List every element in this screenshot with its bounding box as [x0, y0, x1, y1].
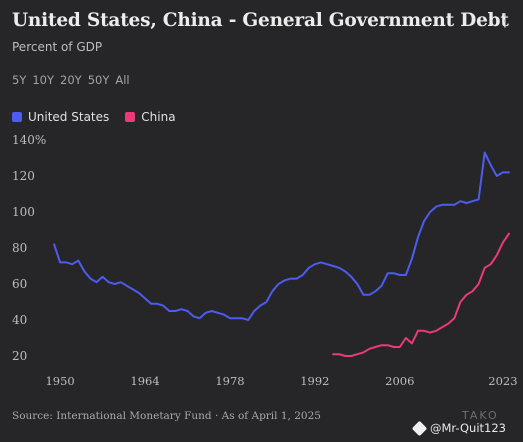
diamond-logo-icon [411, 420, 428, 436]
legend-swatch-china [125, 112, 136, 122]
legend-item-united-states[interactable]: United States [12, 110, 109, 124]
y-tick-label: 20 [12, 349, 27, 363]
y-tick-label: 40 [12, 313, 27, 327]
brand-logo: TAKO [462, 409, 499, 422]
chart-legend: United States China [12, 110, 192, 124]
legend-label-united-states: United States [28, 110, 110, 124]
legend-swatch-united-states [12, 112, 22, 122]
y-tick-label: 80 [12, 241, 27, 255]
range-10y-button[interactable]: 10Y [32, 73, 55, 87]
source-note: Source: International Monetary Fund · As… [12, 410, 321, 422]
legend-item-china[interactable]: China [125, 110, 176, 124]
watermark: @Mr-Quit123 [411, 420, 506, 436]
series-line-united-states[interactable] [53, 151, 510, 321]
x-tick-label: 1992 [300, 374, 329, 388]
range-all-button[interactable]: All [115, 73, 130, 87]
y-tick-label: 100 [12, 205, 35, 219]
chart-title: United States, China - General Governmen… [12, 10, 509, 31]
x-tick-label: 1950 [45, 374, 74, 388]
y-tick-label: 120 [12, 169, 35, 183]
x-tick-label: 1978 [215, 374, 244, 388]
y-tick-label: 60 [12, 277, 27, 291]
x-tick-label: 1964 [130, 374, 159, 388]
y-tick-label: 140% [12, 133, 46, 147]
range-5y-button[interactable]: 5Y [12, 73, 27, 87]
time-range-selector: 5Y 10Y 20Y 50Y All [12, 73, 136, 87]
line-chart: 20 40 60 80 100 120 140% 1950 1964 1978 1992 2006 20… [12, 133, 518, 388]
x-tick-label: 2023 [488, 374, 517, 388]
series-line-china[interactable] [332, 232, 510, 357]
range-50y-button[interactable]: 50Y [87, 73, 110, 87]
chart-subtitle: Percent of GDP [12, 40, 103, 54]
x-tick-label: 2006 [385, 374, 414, 388]
watermark-text: @Mr-Quit123 [430, 421, 506, 435]
range-20y-button[interactable]: 20Y [60, 73, 82, 87]
legend-label-china: China [141, 110, 176, 124]
